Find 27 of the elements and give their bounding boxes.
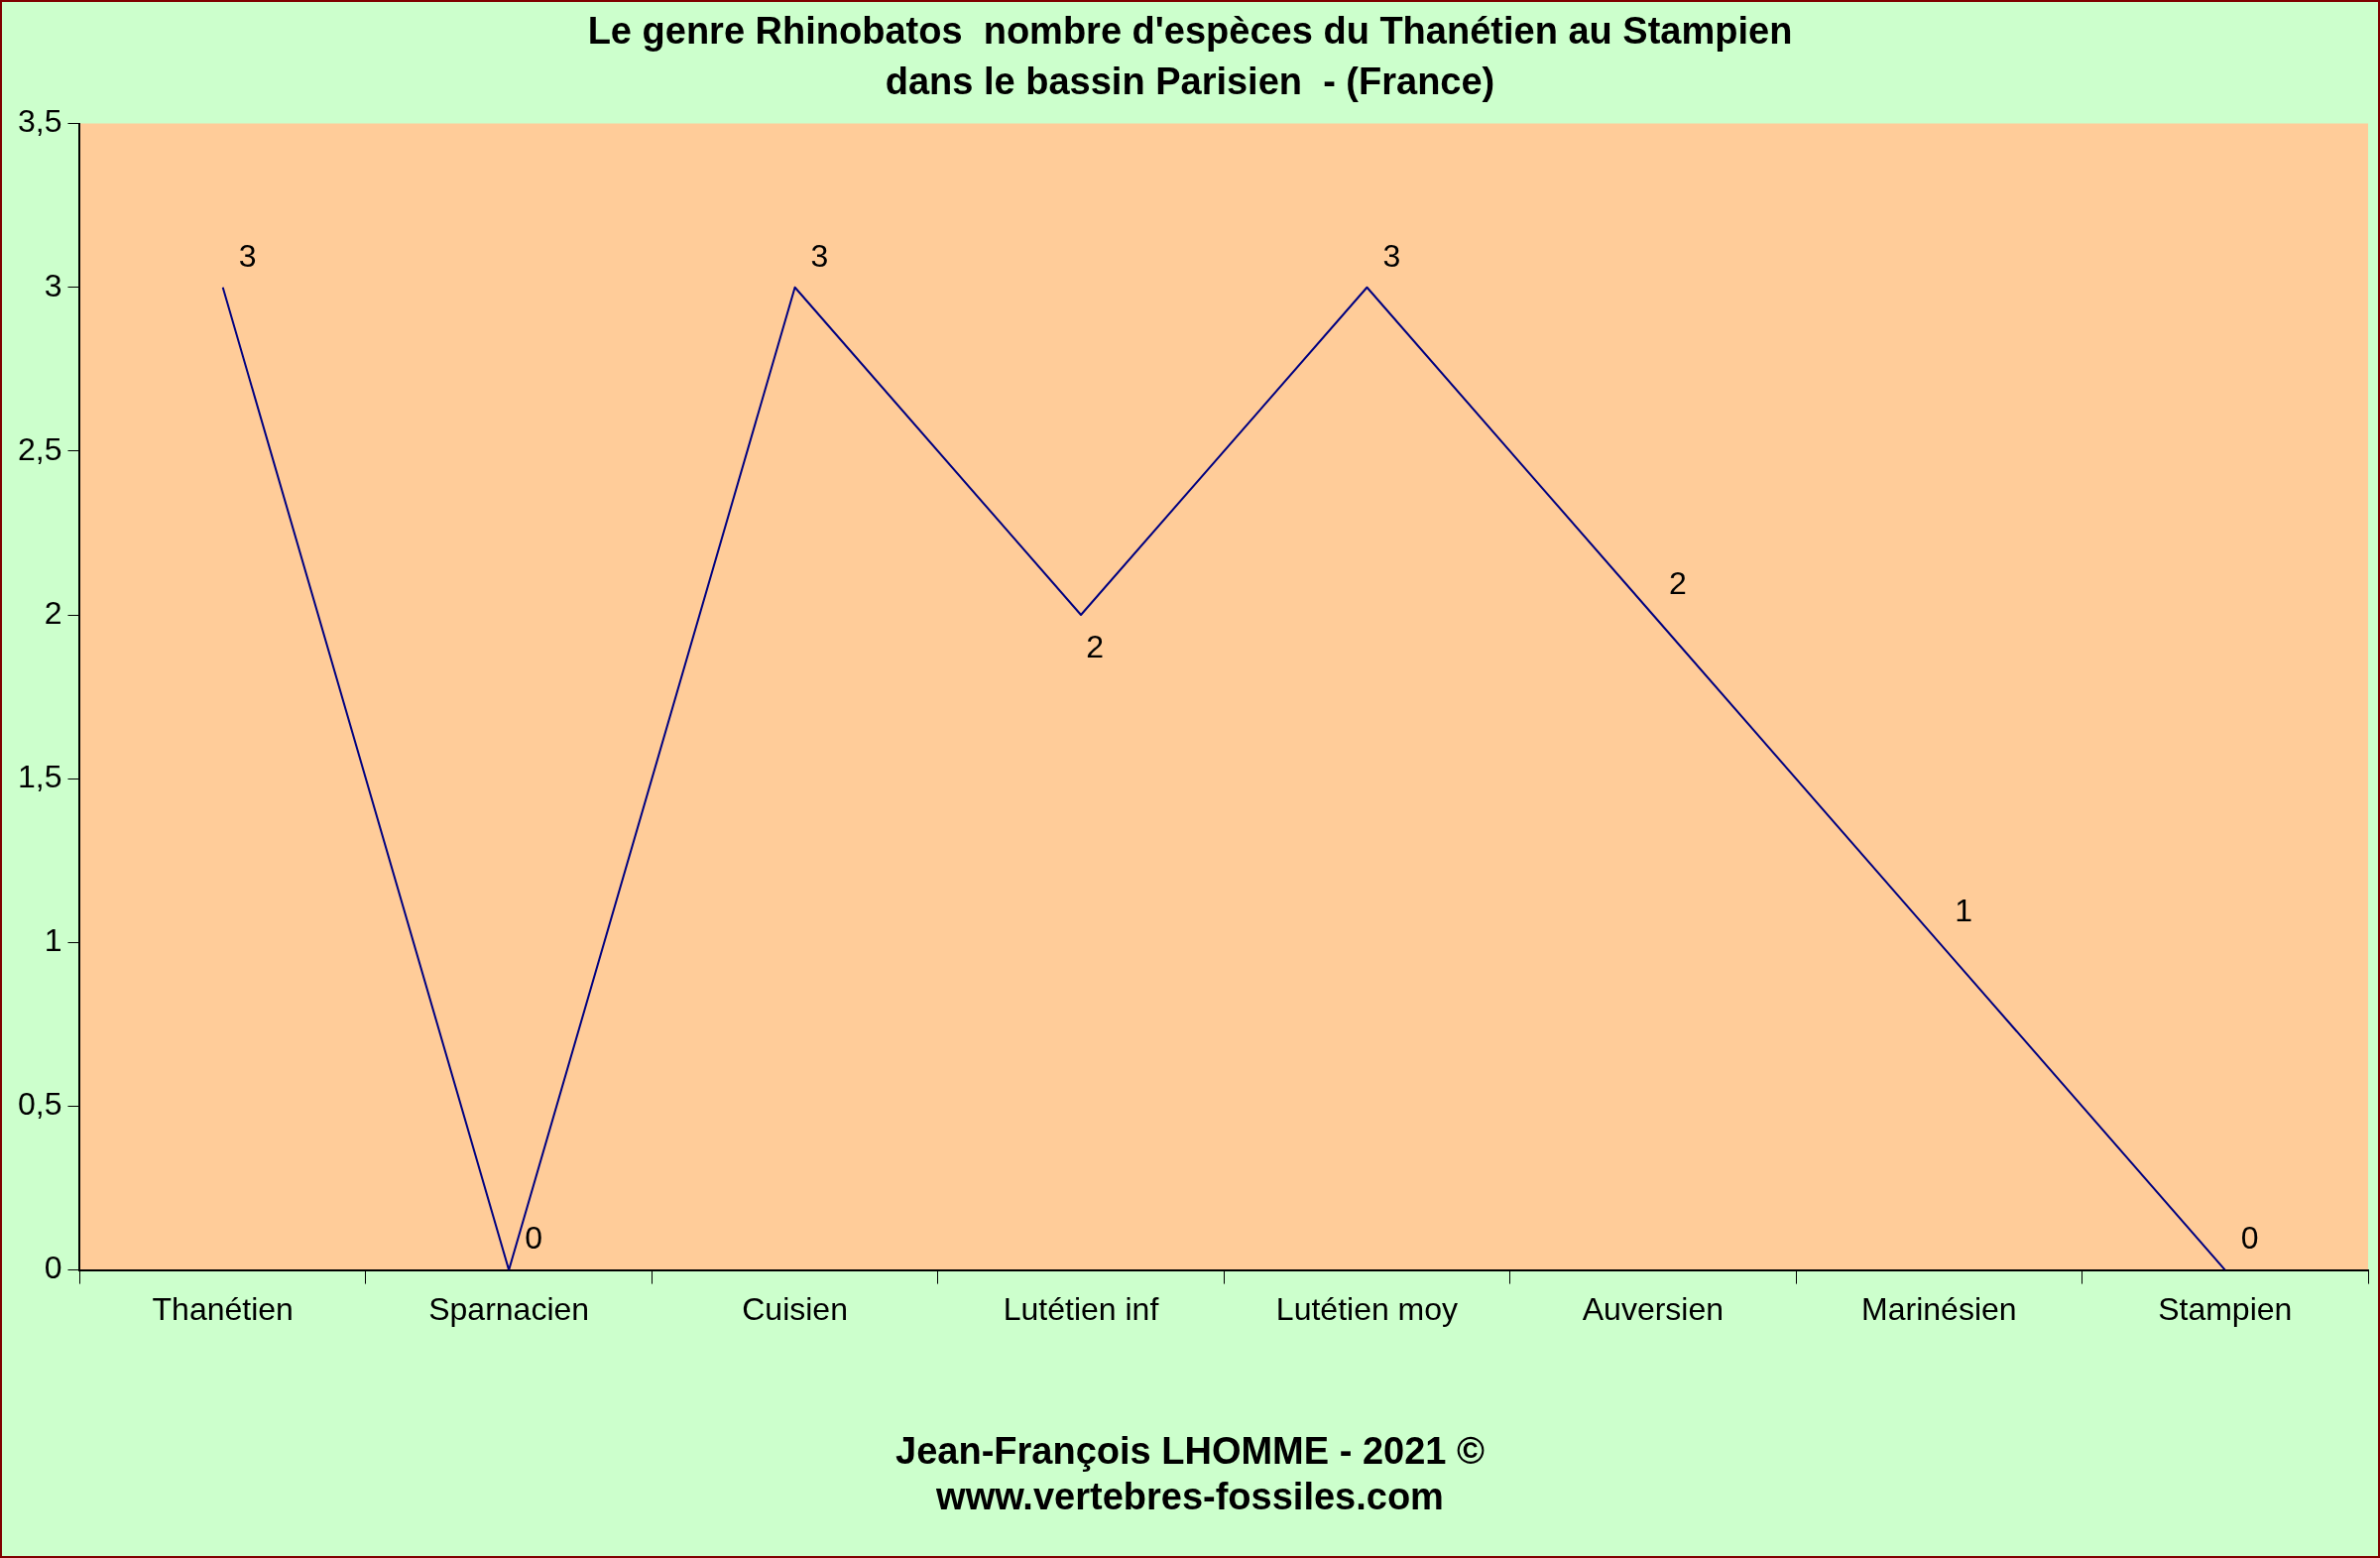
y-tick-label: 3 xyxy=(44,267,62,303)
y-tick-label: 1 xyxy=(44,922,62,959)
data-label: 0 xyxy=(525,1220,542,1257)
data-label: 3 xyxy=(810,237,829,274)
x-tick-label: Cuisien xyxy=(742,1290,848,1327)
text: www.vertebres-fossiles.com xyxy=(935,1476,1444,1518)
y-tick-label: 2 xyxy=(44,594,62,631)
text: Jean-François LHOMME - 2021 © xyxy=(895,1430,1485,1473)
data-label: 3 xyxy=(1382,237,1401,274)
data-label: 2 xyxy=(1668,564,1687,601)
x-tick-label: Stampien xyxy=(2158,1290,2293,1327)
data-label: 2 xyxy=(1086,628,1104,664)
y-tick-label: 3,5 xyxy=(18,103,62,140)
y-tick-label: 0,5 xyxy=(18,1086,62,1123)
x-tick-label: Lutétien moy xyxy=(1275,1290,1459,1327)
chart-title: Le genre Rhinobatos nombre d'espèces du Thanétien au Stampien dans le bassin Parisien - (France) xyxy=(587,10,1793,103)
x-tick-label: Marinésien xyxy=(1861,1290,2017,1327)
y-tick-label: 0 xyxy=(44,1250,62,1286)
x-tick-label: Sparnacien xyxy=(428,1290,590,1327)
x-tick-label: Thanétien xyxy=(152,1290,294,1327)
data-label: 0 xyxy=(2240,1220,2259,1257)
data-label: 3 xyxy=(238,237,257,274)
x-tick-label: Auversien xyxy=(1582,1290,1725,1327)
y-tick-label: 1,5 xyxy=(18,759,62,794)
y-tick-label: 2,5 xyxy=(18,430,62,467)
data-label: 1 xyxy=(1955,893,1973,929)
x-tick-label: Lutétien inf xyxy=(1003,1290,1159,1327)
